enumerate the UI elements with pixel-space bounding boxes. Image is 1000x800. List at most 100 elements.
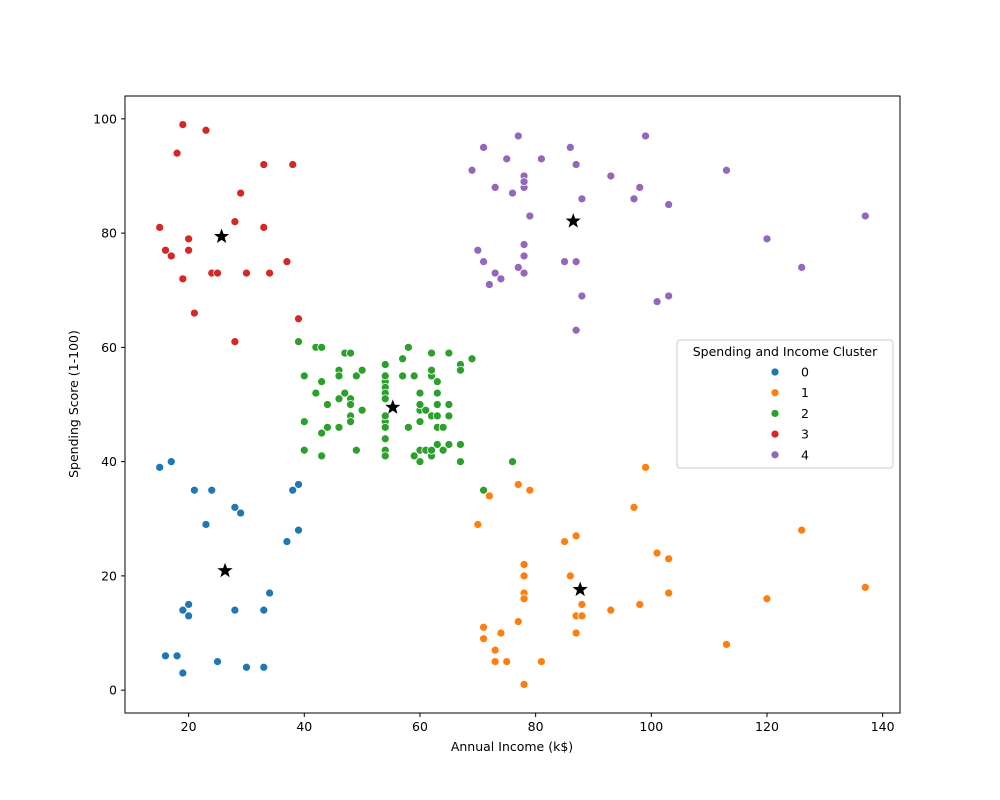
centroid-star [217, 562, 233, 578]
cluster-4-point [473, 245, 483, 255]
legend-label-0: 0 [801, 365, 809, 380]
cluster-1-point [537, 657, 546, 666]
cluster-4-point [565, 143, 575, 152]
y-tick-label: 40 [101, 454, 117, 469]
cluster-0-point [259, 662, 269, 672]
cluster-2-point [404, 342, 413, 352]
legend-marker-2 [770, 409, 780, 418]
cluster-2-point [508, 457, 517, 467]
cluster-2-point [357, 405, 367, 415]
cluster-0-point [161, 651, 170, 661]
x-tick-label: 20 [181, 719, 197, 734]
cluster-4-point [722, 165, 731, 175]
cluster-1-point [664, 588, 674, 598]
cluster-1-point [797, 525, 807, 535]
cluster-2-point [334, 422, 344, 432]
legend-title: Spending and Income Cluster [693, 344, 878, 359]
cluster-1-point [525, 485, 535, 495]
cluster-1-point [513, 480, 523, 489]
cluster-1-point [652, 548, 662, 558]
cluster-1-point [629, 502, 639, 512]
cluster-0-point [155, 462, 165, 472]
cluster-1-point [860, 582, 870, 592]
cluster-2-point [380, 411, 390, 421]
cluster-0-point [172, 651, 182, 661]
cluster-1-point [762, 594, 772, 604]
cluster-1-point [664, 554, 674, 564]
centroid-star [565, 213, 581, 228]
y-tick-label: 20 [101, 568, 117, 583]
x-tick-label: 40 [296, 719, 312, 734]
cluster-2-point [456, 457, 465, 467]
cluster-0-point [288, 485, 298, 495]
legend-label-2: 2 [801, 406, 809, 421]
cluster-2-point [438, 422, 448, 432]
x-tick-label: 120 [755, 719, 779, 734]
x-tick-label: 60 [412, 719, 428, 734]
cluster-0-point [178, 605, 188, 615]
cluster-3-point [184, 234, 193, 244]
cluster-3-point [236, 188, 246, 198]
cluster-2-point [415, 457, 425, 467]
cluster-2-point [444, 440, 454, 449]
cluster-1-point [519, 594, 529, 604]
cluster-0-point [282, 537, 292, 546]
cluster-2-point [294, 337, 303, 347]
cluster-1-point [490, 645, 500, 655]
x-axis-label: Annual Income (k$) [451, 739, 573, 754]
cluster-2-point [479, 485, 488, 495]
cluster-2-point [409, 371, 419, 381]
legend-marker-4 [770, 450, 780, 460]
cluster-4-point [635, 183, 645, 192]
y-axis: 0 20 40 60 80 100 [93, 111, 125, 698]
cluster-4-point [664, 291, 674, 301]
cluster-0-point [242, 662, 251, 672]
cluster-2-point [380, 360, 390, 369]
x-axis: 20 40 60 80 100 120 140 [181, 713, 895, 734]
legend-marker-1 [770, 388, 780, 398]
cluster-3-point [184, 245, 193, 255]
cluster-4-point [571, 325, 581, 335]
centroid-star [572, 581, 588, 597]
cluster-1-point [502, 657, 512, 666]
y-tick-label: 60 [101, 340, 117, 355]
cluster-4-point [519, 177, 529, 187]
cluster-3-point [201, 125, 211, 135]
cluster-3-point [242, 268, 251, 278]
cluster-2-point [409, 451, 419, 461]
cluster-4-point [577, 291, 587, 301]
cluster-0-point [184, 600, 193, 609]
cluster-1-point [473, 520, 483, 529]
cluster-2-point [346, 417, 355, 427]
cluster-1-point [635, 600, 645, 609]
cluster-2-point [334, 371, 344, 381]
cluster-4-point [519, 268, 529, 278]
cluster-4-point [502, 154, 512, 164]
cluster-0-point [236, 508, 246, 518]
cluster-2-point [438, 445, 448, 455]
legend-label-4: 4 [801, 447, 809, 462]
cluster-2-point [444, 348, 454, 358]
cluster-1-point [606, 605, 616, 615]
cluster-2-point [427, 365, 436, 375]
cluster-0-point [213, 657, 222, 666]
cluster-2-point [415, 417, 425, 427]
cluster-2-point [398, 354, 407, 364]
cluster-0-point [230, 605, 240, 615]
cluster-2-point [427, 445, 436, 455]
cluster-0-point [294, 525, 303, 535]
legend-frame [676, 339, 894, 469]
cluster-4-point [513, 263, 523, 272]
cluster-4-point [560, 257, 569, 267]
cluster-3-point [155, 223, 165, 232]
cluster-0-point [166, 457, 176, 467]
cluster-2-point [351, 371, 361, 381]
cluster-0-point [201, 520, 211, 529]
cluster-2-point [467, 354, 477, 364]
cluster-4-point [519, 240, 529, 249]
cluster-4-point [860, 211, 870, 221]
cluster-4-point [490, 268, 500, 278]
cluster-1-point [484, 491, 494, 501]
cluster-1-point [641, 462, 650, 472]
